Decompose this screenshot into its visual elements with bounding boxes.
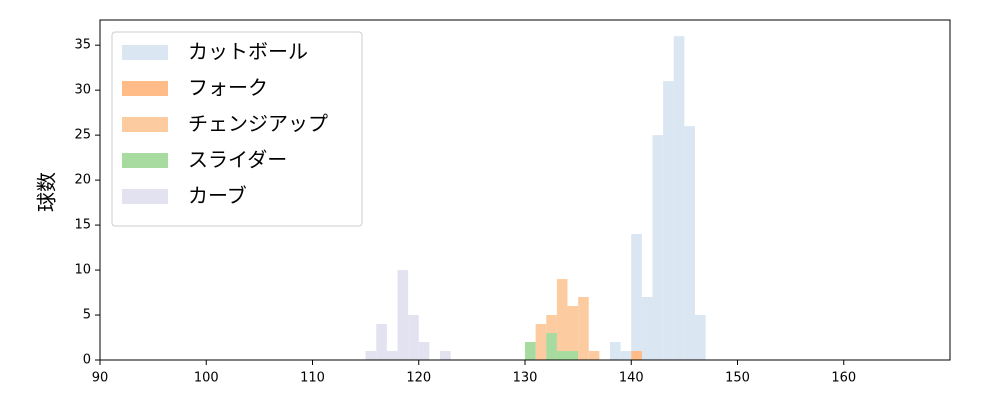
y-tick-label: 0 xyxy=(83,353,91,368)
x-tick-label: 150 xyxy=(725,371,750,386)
bar xyxy=(578,297,589,360)
y-tick-label: 35 xyxy=(74,38,91,53)
x-tick-label: 90 xyxy=(92,371,109,386)
legend-swatch xyxy=(122,117,168,132)
bar xyxy=(556,351,568,360)
y-tick-label: 30 xyxy=(74,83,91,98)
bar xyxy=(567,351,579,360)
y-tick-label: 20 xyxy=(74,173,91,188)
y-axis-label: 球数 xyxy=(35,172,59,212)
bar xyxy=(695,315,706,360)
legend-label: チェンジアップ xyxy=(188,112,328,136)
bar xyxy=(641,297,653,360)
bar xyxy=(610,342,621,360)
legend-box xyxy=(111,31,363,227)
bar xyxy=(418,342,430,360)
x-tick-label: 130 xyxy=(513,371,538,386)
bar xyxy=(684,126,695,360)
legend-swatch xyxy=(122,45,168,60)
bar xyxy=(631,234,642,360)
bar xyxy=(631,351,642,360)
legend-swatch xyxy=(122,153,168,168)
y-tick-label: 15 xyxy=(74,218,91,233)
y-tick-label: 5 xyxy=(83,308,91,323)
legend-label: スライダー xyxy=(188,148,287,172)
x-tick-label: 140 xyxy=(619,371,644,386)
bar xyxy=(567,306,579,360)
bar xyxy=(663,81,674,360)
x-tick-label: 110 xyxy=(300,371,325,386)
legend-swatch xyxy=(122,189,168,204)
bar xyxy=(386,351,398,360)
bar xyxy=(556,279,568,360)
legend-label: フォーク xyxy=(188,76,268,100)
bar xyxy=(620,351,632,360)
legend-label: カーブ xyxy=(188,184,247,208)
bar xyxy=(365,351,377,360)
bar xyxy=(376,324,387,360)
bar xyxy=(440,351,451,360)
legend-label: カットボール xyxy=(188,40,308,64)
bar xyxy=(535,324,547,360)
bar xyxy=(652,135,664,360)
bar xyxy=(525,342,536,360)
x-tick-label: 160 xyxy=(831,371,856,386)
x-tick-label: 100 xyxy=(194,371,219,386)
x-tick-label: 120 xyxy=(406,371,431,386)
legend-swatch xyxy=(122,81,168,96)
bar xyxy=(397,270,409,360)
bar xyxy=(408,315,419,360)
bar xyxy=(546,333,557,360)
bar xyxy=(588,351,600,360)
bar xyxy=(673,36,685,360)
y-tick-label: 10 xyxy=(74,263,91,278)
y-tick-label: 25 xyxy=(74,128,91,143)
